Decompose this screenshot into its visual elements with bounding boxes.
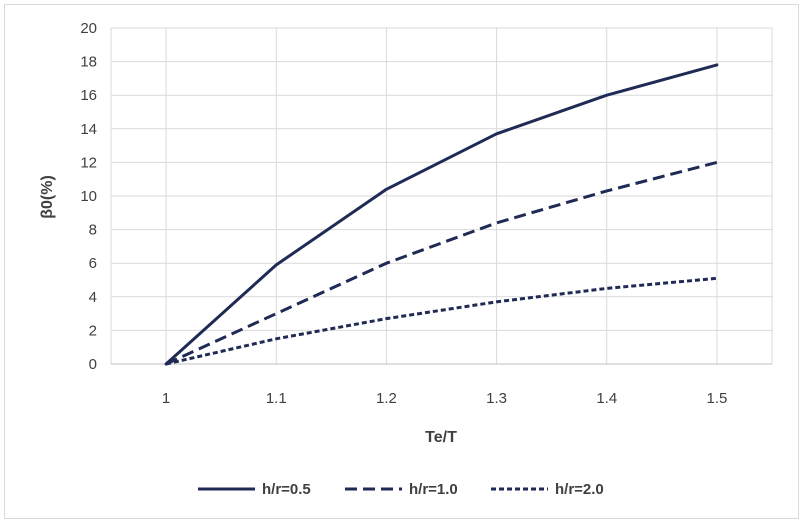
legend-label: h/r=0.5: [262, 481, 311, 498]
x-tick-label: 1: [162, 390, 170, 407]
y-tick-label: 10: [80, 188, 97, 205]
y-tick-label: 16: [80, 87, 97, 104]
x-tick-label: 1.3: [486, 390, 507, 407]
x-tick-label: 1.5: [706, 390, 727, 407]
y-tick-label: 12: [80, 154, 97, 171]
y-axis-title: β0(%): [39, 175, 56, 219]
series-layer: [164, 63, 719, 366]
x-tick-label: 1.1: [266, 390, 287, 407]
series-line-h-r-1-0: [165, 160, 718, 366]
y-tick-label: 14: [80, 121, 97, 138]
x-axis-title: Te/T: [425, 429, 457, 446]
legend-label: h/r=1.0: [409, 481, 458, 498]
y-tick-label: 20: [80, 20, 97, 37]
x-tick-label: 1.4: [596, 390, 617, 407]
x-tick-label: 1.2: [376, 390, 397, 407]
legend: h/r=0.5 h/r=1.0 h/r=2.0: [198, 481, 604, 498]
chart-frame: [4, 4, 799, 519]
y-tick-label: 2: [89, 322, 97, 339]
y-tick-label: 18: [80, 54, 97, 71]
series-line-h-r-2-0: [165, 276, 718, 366]
y-tick-label: 4: [89, 289, 97, 306]
y-tick-label: 8: [89, 222, 97, 239]
series-line-h-r-0-5: [164, 63, 719, 366]
grid-layer: [110, 27, 773, 364]
axis-layer: 0 2 4 6 8 10 12 14 16 18 20 1 1.1 1.2 1.3 1.4 1.5: [80, 20, 772, 407]
y-tick-label: 6: [89, 255, 97, 272]
legend-label: h/r=2.0: [555, 481, 604, 498]
y-tick-label: 0: [89, 356, 97, 373]
